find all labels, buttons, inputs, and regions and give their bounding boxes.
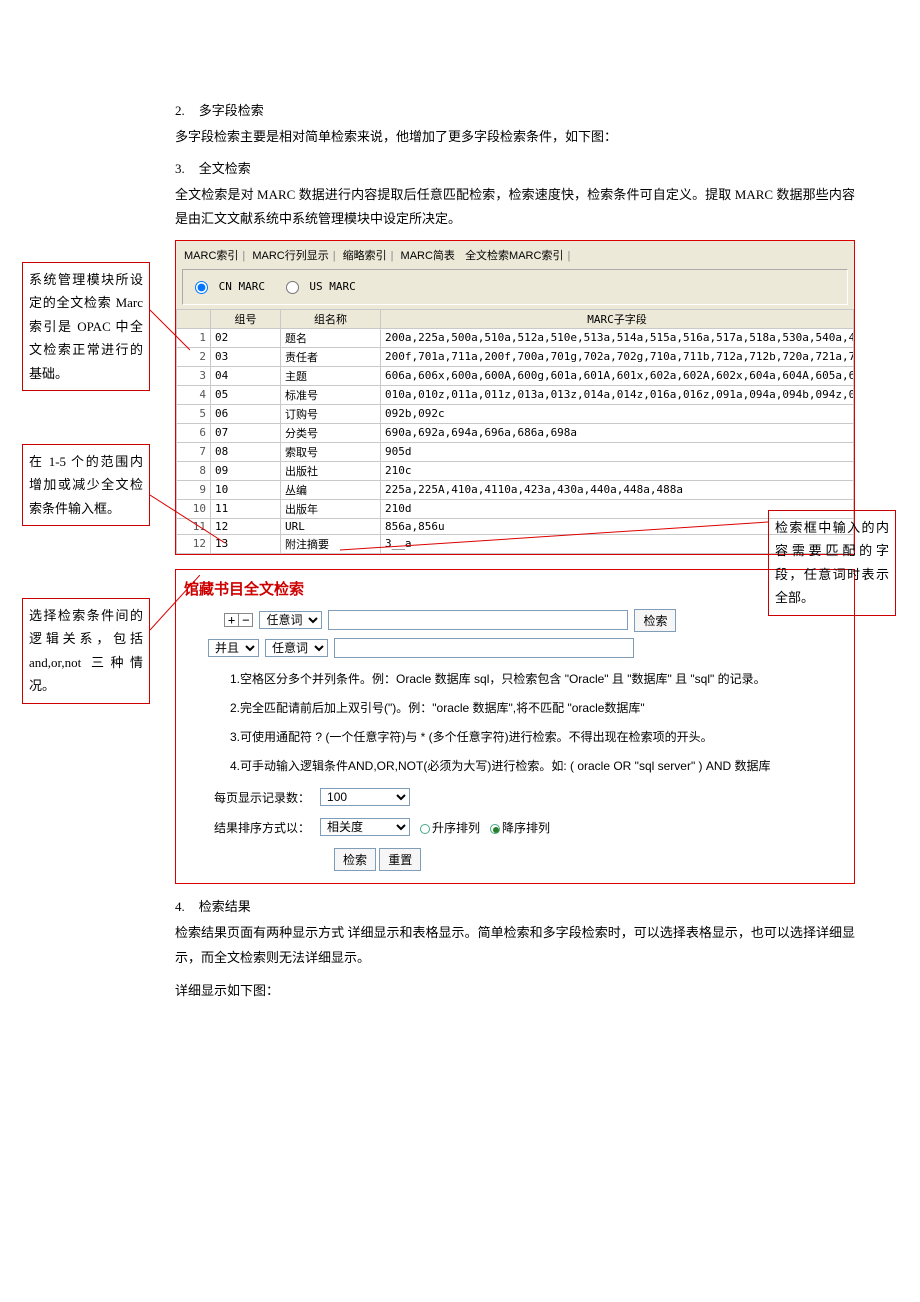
plus-icon[interactable]: +	[225, 614, 239, 626]
tip-2: 2.完全匹配请前后加上双引号(")。例："oracle 数据库",将不匹配 "o…	[230, 699, 824, 718]
marc-panel: MARC索引| MARC行列显示| 缩略索引| MARC简表 全文检索MARC索…	[175, 240, 855, 555]
marc-tab-0[interactable]: MARC索引	[184, 250, 238, 262]
section-2-num: 2.	[175, 103, 185, 118]
perpage-label: 每页显示记录数：	[214, 789, 310, 806]
table-row[interactable]: 304主题606a,606x,600a,600A,600g,601a,601A,…	[177, 366, 854, 385]
section-4-text1: 检索结果页面有两种显示方式 详细显示和表格显示。简单检索和多字段检索时，可以选择…	[175, 921, 855, 970]
table-row[interactable]: 708索取号905d	[177, 442, 854, 461]
table-row[interactable]: 1213附注摘要3__a	[177, 534, 854, 553]
fulltext-title: 馆藏书目全文检索	[184, 578, 824, 599]
section-2-text: 多字段检索主要是相对简单检索来说，他增加了更多字段检索条件，如下图：	[175, 125, 855, 150]
minus-icon[interactable]: −	[239, 614, 252, 626]
marc-tab-1[interactable]: MARC行列显示	[252, 250, 328, 262]
marc-tab-4[interactable]: 全文检索MARC索引	[465, 250, 563, 262]
sort-label: 结果排序方式以：	[214, 819, 310, 836]
marc-th-2: 组名称	[281, 309, 381, 328]
tip-1: 1.空格区分多个并列条件。例：Oracle 数据库 sql，只检索包含 "Ora…	[230, 670, 824, 689]
section-4-heading: 4. 检索结果	[175, 896, 855, 915]
table-row[interactable]: 1112URL856a,856u	[177, 518, 854, 534]
callout-logic: 选择检索条件间的逻辑关系，包括 and,or,not 三种情况。	[22, 598, 150, 704]
search-row-2: 并且 任意词	[208, 638, 824, 658]
callout-sysmgmt: 系统管理模块所设定的全文检索 Marc 索引是 OPAC 中全文检索正常进行的基…	[22, 262, 150, 391]
sort-select[interactable]: 相关度	[320, 818, 410, 836]
marc-tabs: MARC索引| MARC行列显示| 缩略索引| MARC简表 全文检索MARC索…	[176, 241, 854, 265]
perpage-line: 每页显示记录数： 100	[214, 788, 824, 806]
table-row[interactable]: 910丛编225a,225A,410a,4110a,423a,430a,440a…	[177, 480, 854, 499]
search-button-top[interactable]: 检索	[634, 609, 676, 632]
section-4-num: 4.	[175, 899, 185, 914]
table-row[interactable]: 506订购号092b,092c	[177, 404, 854, 423]
table-row[interactable]: 607分类号690a,692a,694a,696a,686a,698a	[177, 423, 854, 442]
section-3-text: 全文检索是对 MARC 数据进行内容提取后任意匹配检索，检索速度快，检索条件可自…	[175, 183, 855, 232]
form-buttons: 检索 重置	[334, 848, 824, 871]
tip-4: 4.可手动输入逻辑条件AND,OR,NOT(必须为大写)进行检索。如: ( or…	[230, 757, 824, 776]
search-row-1: + − 任意词 检索	[224, 609, 824, 632]
search-input-1[interactable]	[328, 610, 628, 630]
search-tips: 1.空格区分多个并列条件。例：Oracle 数据库 sql，只检索包含 "Ora…	[230, 670, 824, 777]
field-select-2[interactable]: 任意词	[265, 639, 328, 657]
marc-radio-cn[interactable]: CN MARC	[195, 280, 265, 293]
marc-tab-3[interactable]: MARC简表	[401, 250, 455, 262]
section-3-title: 全文检索	[199, 161, 251, 176]
marc-tab-2[interactable]: 缩略索引	[343, 250, 387, 262]
sort-line: 结果排序方式以： 相关度 升序排列 降序排列	[214, 818, 824, 836]
section-2-heading: 2. 多字段检索	[175, 100, 855, 119]
search-input-2[interactable]	[334, 638, 634, 658]
search-button-bottom[interactable]: 检索	[334, 848, 376, 871]
table-row[interactable]: 405标准号010a,010z,011a,011z,013a,013z,014a…	[177, 385, 854, 404]
perpage-select[interactable]: 100	[320, 788, 410, 806]
callout-field: 检索框中输入的内容需要匹配的字段，任意词时表示全部。	[768, 510, 896, 616]
radio-asc[interactable]: 升序排列	[420, 819, 480, 836]
table-row[interactable]: 203责任者200f,701a,711a,200f,700a,701g,702a…	[177, 347, 854, 366]
marc-th-0	[177, 309, 211, 328]
section-4-title: 检索结果	[199, 899, 251, 914]
table-row[interactable]: 1011出版年210d	[177, 499, 854, 518]
table-row[interactable]: 809出版社210c	[177, 461, 854, 480]
fulltext-search-panel: 馆藏书目全文检索 + − 任意词 检索 并且 任意词 1.空格区分多个并列条件。…	[175, 569, 855, 885]
table-row[interactable]: 102题名200a,225a,500a,510a,512a,510e,513a,…	[177, 328, 854, 347]
plusminus[interactable]: + −	[224, 613, 253, 627]
section-3-heading: 3. 全文检索	[175, 158, 855, 177]
marc-radio-row: CN MARC US MARC	[182, 269, 848, 305]
marc-th-1: 组号	[211, 309, 281, 328]
logic-select[interactable]: 并且	[208, 639, 259, 657]
section-4-text2: 详细显示如下图：	[175, 979, 855, 1004]
marc-radio-us[interactable]: US MARC	[286, 280, 356, 293]
marc-table: 组号 组名称 MARC子字段 102题名200a,225a,500a,510a,…	[176, 309, 854, 554]
reset-button[interactable]: 重置	[379, 848, 421, 871]
tip-3: 3.可使用通配符 ? (一个任意字符)与 * (多个任意字符)进行检索。不得出现…	[230, 728, 824, 747]
radio-desc[interactable]: 降序排列	[490, 819, 550, 836]
field-select-1[interactable]: 任意词	[259, 611, 322, 629]
callout-range: 在 1-5 个的范围内增加或减少全文检索条件输入框。	[22, 444, 150, 526]
section-2-title: 多字段检索	[199, 103, 264, 118]
marc-th-3: MARC子字段	[381, 309, 854, 328]
section-3-num: 3.	[175, 161, 185, 176]
